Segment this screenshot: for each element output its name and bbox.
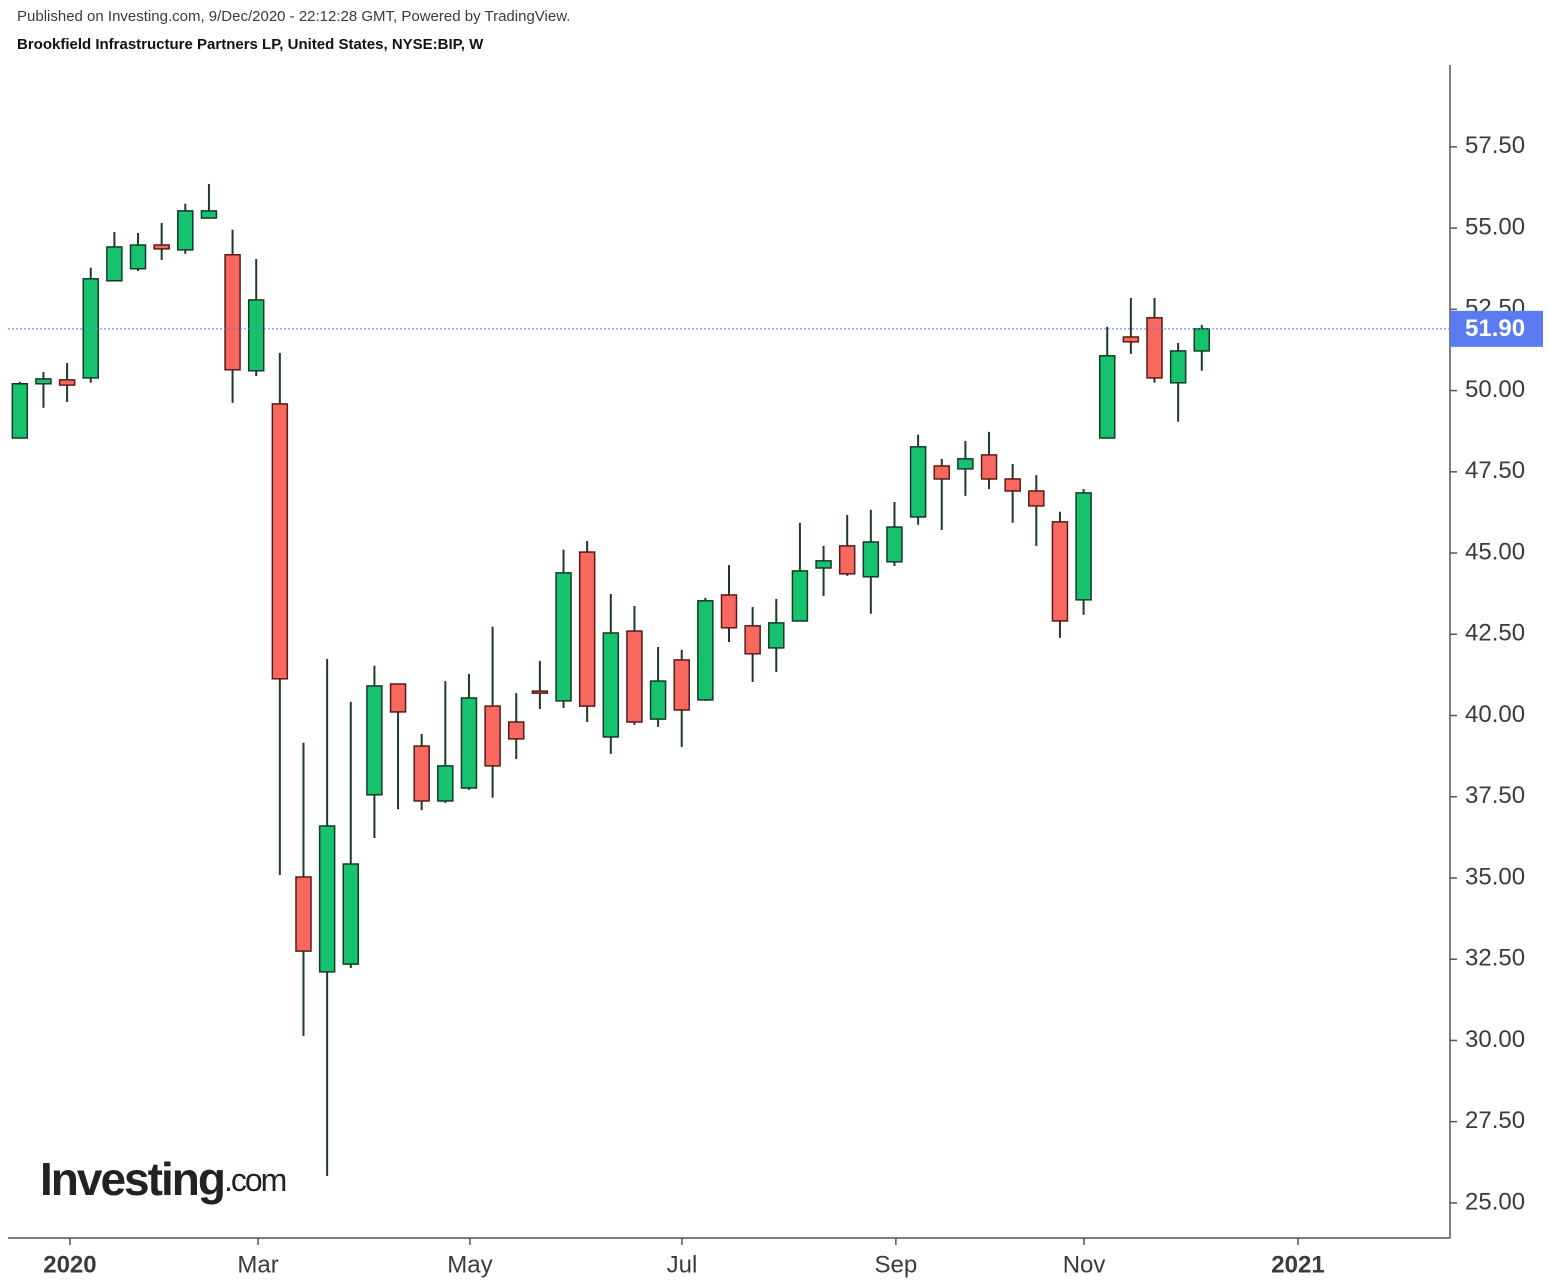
- candle-body: [768, 622, 785, 649]
- candle-body: [507, 721, 525, 740]
- watermark-logo: Investing.com: [40, 1153, 286, 1205]
- candle-body: [886, 526, 903, 563]
- candle-body: [602, 632, 620, 738]
- candle-body: [720, 594, 738, 629]
- candle-body: [1028, 490, 1045, 507]
- y-tick-label: 55.00: [1465, 213, 1525, 240]
- candle-body: [106, 246, 123, 282]
- y-tick-label: 27.50: [1465, 1107, 1525, 1134]
- x-tick-label: 2021: [1271, 1251, 1324, 1278]
- x-tick-label: Sep: [875, 1251, 918, 1278]
- candle-body: [129, 244, 147, 270]
- candle-body: [58, 379, 76, 386]
- candle-body: [1193, 328, 1211, 352]
- candle-body: [295, 876, 312, 952]
- candle-body: [649, 680, 667, 720]
- candle-body: [484, 705, 501, 767]
- candle-body: [437, 765, 454, 802]
- x-tick-label: Jul: [667, 1251, 698, 1278]
- candle-body: [626, 630, 643, 723]
- candle-body: [247, 299, 265, 372]
- candle-body: [318, 825, 336, 973]
- candle-body: [200, 210, 218, 219]
- candle-body: [957, 458, 974, 470]
- candle-body: [1146, 317, 1163, 379]
- candle-body: [366, 685, 383, 796]
- candle-body: [555, 572, 572, 702]
- y-tick-label: 35.00: [1465, 863, 1525, 890]
- chart-title: Brookfield Infrastructure Partners LP, U…: [17, 36, 484, 53]
- candle-body: [838, 545, 856, 575]
- candle-body: [909, 446, 927, 518]
- candle-body: [224, 254, 241, 371]
- chart-subtitle: Published on Investing.com, 9/Dec/2020 -…: [17, 8, 570, 25]
- x-tick-label: May: [447, 1251, 492, 1278]
- price-label: 51.90: [1465, 315, 1525, 342]
- candle-body: [791, 570, 809, 622]
- y-tick-label: 25.00: [1465, 1188, 1525, 1215]
- candle-body: [1051, 521, 1069, 622]
- candle-body: [980, 454, 998, 480]
- candle-body: [82, 278, 99, 379]
- candle-body: [1075, 492, 1092, 601]
- candle-body: [531, 690, 549, 694]
- candle-body: [862, 541, 880, 578]
- y-tick-label: 37.50: [1465, 782, 1525, 809]
- candle-body: [460, 697, 478, 789]
- watermark-main: Investing: [40, 1153, 224, 1205]
- candle-body: [933, 465, 951, 480]
- candle-body: [1004, 478, 1021, 492]
- candle-body: [342, 863, 360, 965]
- candle-body: [1169, 350, 1187, 384]
- candle-body: [744, 625, 761, 655]
- y-tick-label: 47.50: [1465, 457, 1525, 484]
- y-tick-label: 30.00: [1465, 1026, 1525, 1053]
- candle-body: [1122, 336, 1140, 343]
- y-tick-label: 42.50: [1465, 620, 1525, 647]
- candle-body: [389, 683, 407, 713]
- x-tick-label: Nov: [1063, 1251, 1106, 1278]
- y-tick-label: 57.50: [1465, 132, 1525, 159]
- x-tick-label: Mar: [237, 1251, 278, 1278]
- candle-body: [177, 210, 194, 251]
- candle-body: [35, 378, 52, 385]
- y-tick-label: 45.00: [1465, 538, 1525, 565]
- y-tick-label: 50.00: [1465, 376, 1525, 403]
- candle-body: [413, 745, 430, 802]
- candle-body: [153, 244, 170, 250]
- price-label-box: [1450, 310, 1543, 347]
- candle-body: [11, 383, 29, 439]
- candle-body: [271, 403, 289, 680]
- candle-body: [578, 551, 596, 707]
- candle-body: [673, 659, 690, 711]
- x-tick-label: 2020: [43, 1251, 96, 1278]
- candle-body: [815, 560, 832, 569]
- candle-body: [1098, 355, 1116, 439]
- y-tick-label: 32.50: [1465, 945, 1525, 972]
- candle-body: [697, 600, 714, 701]
- watermark-suffix: .com: [224, 1162, 286, 1198]
- y-tick-label: 40.00: [1465, 701, 1525, 728]
